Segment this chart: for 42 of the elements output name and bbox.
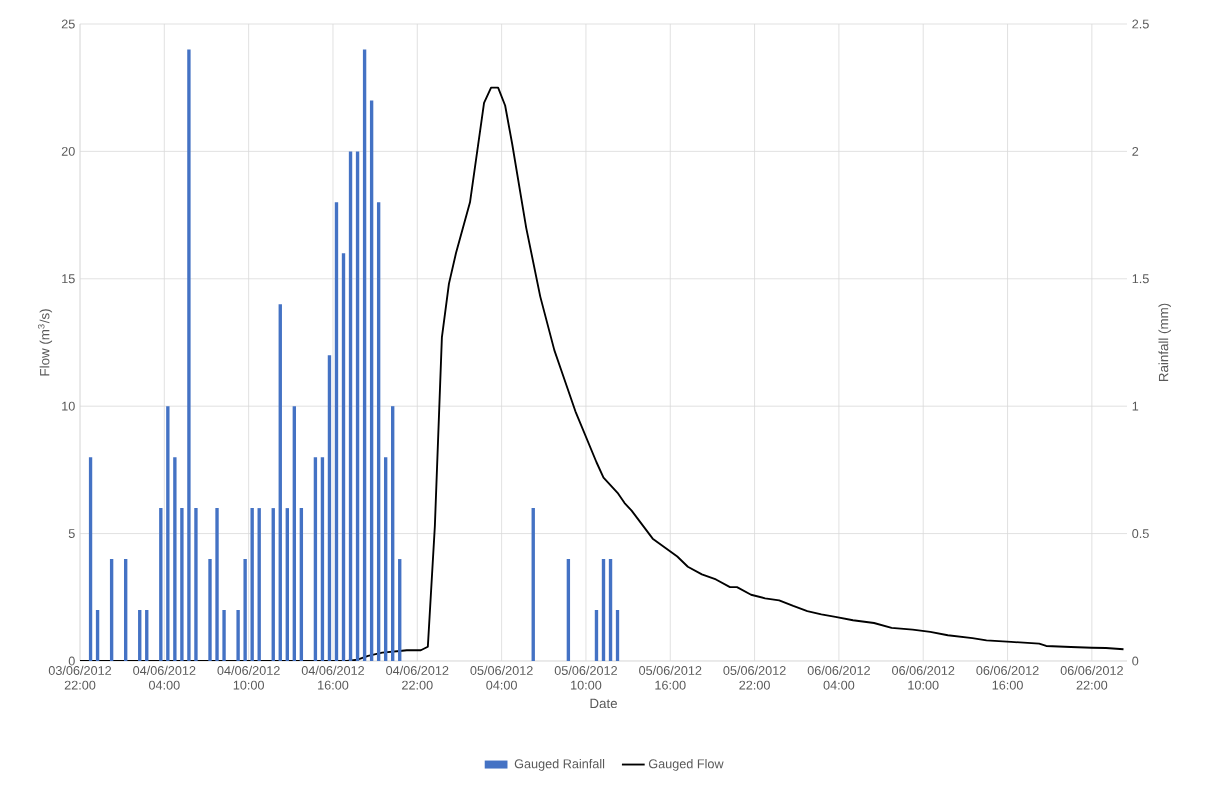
x-tick-label: 04/06/2012 22:00 xyxy=(386,665,449,690)
bar xyxy=(194,508,198,661)
bar xyxy=(159,508,163,661)
bar xyxy=(208,559,212,661)
x-tick-label: 04/06/2012 16:00 xyxy=(301,665,365,690)
bar xyxy=(180,508,184,661)
x-tick-label: 06/06/2012 22:00 xyxy=(1060,665,1123,690)
x-tick-label: 04/06/2012 10:00 xyxy=(217,665,280,690)
bar xyxy=(222,610,226,661)
y2-tick-label: 0.5 xyxy=(1132,529,1149,539)
x-tick-label: 03/06/2012 22:00 xyxy=(48,665,112,690)
bar xyxy=(173,457,177,661)
y2-axis-title: Rainfall (mm) xyxy=(1158,303,1171,382)
bar xyxy=(187,49,191,661)
x-tick-label: 05/06/2012 04:00 xyxy=(470,665,533,690)
y-tick-label: 20 xyxy=(61,146,75,156)
y2-tick-label: 1 xyxy=(1132,401,1139,411)
x-tick-label: 05/06/2012 22:00 xyxy=(723,665,786,690)
x-tick-label: 05/06/2012 10:00 xyxy=(554,665,617,690)
y-tick-label: 25 xyxy=(61,19,75,29)
x-tick-label: 05/06/2012 16:00 xyxy=(639,665,702,690)
bar xyxy=(250,508,254,661)
y-tick-label: 15 xyxy=(62,274,75,284)
y-tick-label: 0 xyxy=(68,656,75,666)
y2-tick-label: 2.5 xyxy=(1132,19,1149,29)
bar xyxy=(166,406,170,661)
y-axis-title: Flow (m$^{3}$/s) xyxy=(37,309,53,376)
x-tick-label: 06/06/2012 16:00 xyxy=(976,665,1039,690)
bar xyxy=(236,610,240,661)
bar xyxy=(215,508,219,661)
x-tick-label: 06/06/2012 04:00 xyxy=(807,665,870,690)
x-axis-title: Date xyxy=(590,698,617,709)
legend-label: Gauged Rainfall xyxy=(514,758,605,771)
legend-label: Gauged Flow xyxy=(648,758,724,771)
x-tick-label: 04/06/2012 04:00 xyxy=(133,665,196,690)
y-tick-label: 10 xyxy=(62,401,75,411)
y-tick-label: 5 xyxy=(68,529,75,539)
y2-tick-label: 0 xyxy=(1132,656,1139,666)
y2-tick-label: 2 xyxy=(1132,146,1139,156)
bar xyxy=(243,559,247,661)
x-tick-label: 06/06/2012 10:00 xyxy=(892,665,955,690)
y2-tick-label: 1.5 xyxy=(1132,274,1149,284)
